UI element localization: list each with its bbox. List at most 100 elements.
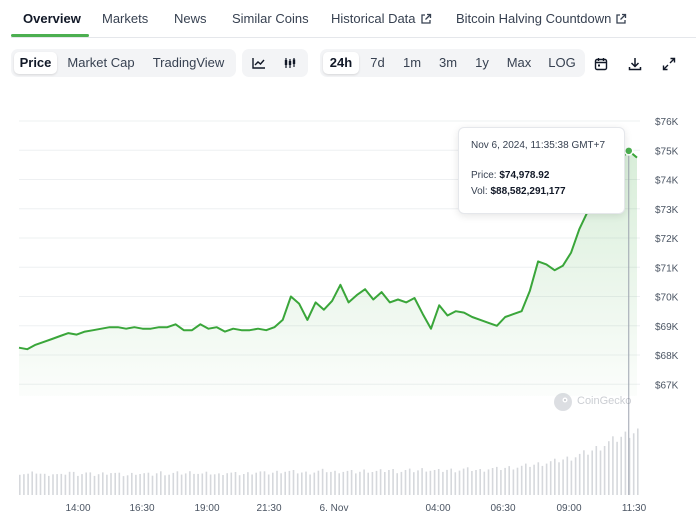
tab-bitcoin-halving-countdown[interactable]: Bitcoin Halving Countdown bbox=[456, 0, 627, 36]
tab-bitcoin-halving-countdown-label: Bitcoin Halving Countdown bbox=[456, 11, 612, 26]
volume-bar bbox=[68, 471, 71, 495]
tooltip-price-label: Price: bbox=[471, 170, 497, 181]
volume-bar bbox=[454, 472, 457, 495]
candlestick-chart-button[interactable] bbox=[276, 52, 304, 74]
volume-bar bbox=[549, 461, 552, 495]
range-7d[interactable]: 7d bbox=[370, 55, 385, 70]
tab-overview[interactable]: Overview bbox=[23, 0, 81, 36]
volume-bar bbox=[97, 474, 100, 495]
tradingview-toggle[interactable]: TradingView bbox=[152, 55, 225, 70]
volume-bar bbox=[209, 474, 212, 495]
hover-point bbox=[624, 146, 634, 156]
volume-bar bbox=[624, 431, 627, 495]
watermark-text: CoinGecko bbox=[577, 395, 632, 407]
volume-bar bbox=[628, 437, 631, 495]
tab-news[interactable]: News bbox=[174, 0, 207, 36]
volume-bar bbox=[201, 473, 204, 495]
metric-toggle-group: Price Market Cap TradingView bbox=[11, 49, 236, 77]
range-1m[interactable]: 1m bbox=[402, 55, 422, 70]
volume-bar bbox=[433, 470, 436, 495]
volume-bar bbox=[27, 473, 29, 495]
volume-bar bbox=[330, 471, 332, 495]
volume-bar bbox=[135, 474, 137, 495]
volume-bar bbox=[400, 471, 403, 495]
volume-bar bbox=[462, 468, 465, 495]
volume-bar bbox=[43, 473, 46, 495]
fullscreen-button[interactable] bbox=[658, 53, 680, 75]
x-tick-label: 09:00 bbox=[556, 503, 581, 514]
volume-bar bbox=[350, 470, 353, 495]
volume-bar bbox=[85, 472, 87, 495]
volume-bar bbox=[52, 474, 54, 495]
volume-bar bbox=[525, 463, 527, 495]
y-tick-label: $73K bbox=[655, 205, 679, 216]
range-24h[interactable]: 24h bbox=[323, 52, 359, 74]
volume-bar bbox=[160, 471, 162, 495]
volume-bar bbox=[151, 475, 154, 495]
volume-bar bbox=[122, 476, 125, 495]
y-tick-label: $71K bbox=[655, 263, 679, 274]
volume-bar bbox=[197, 473, 199, 495]
volume-bar bbox=[31, 471, 33, 495]
price-chart[interactable]: $67K $68K $69K $70K $71K $72K $73K $74K $75K $76K… bbox=[0, 100, 696, 525]
range-1y[interactable]: 1y bbox=[475, 55, 489, 70]
range-3m[interactable]: 3m bbox=[438, 55, 458, 70]
volume-bar bbox=[458, 470, 461, 495]
tooltip-date: Nov 6, 2024, 11:35:38 GMT+7 bbox=[471, 140, 606, 151]
volume-bar bbox=[118, 472, 121, 495]
volume-bar bbox=[143, 473, 145, 495]
y-tick-label: $69K bbox=[655, 322, 679, 333]
x-axis-labels: 14:00 16:30 19:00 21:30 6. Nov 04:00 06:30 09:0… bbox=[65, 503, 646, 514]
line-chart-button[interactable] bbox=[245, 52, 273, 74]
volume-bar bbox=[417, 470, 419, 495]
tab-bar: Overview Markets News Similar Coins Hist… bbox=[0, 0, 696, 38]
volume-bar bbox=[491, 468, 494, 495]
volume-bar bbox=[545, 463, 548, 495]
download-button[interactable] bbox=[624, 53, 646, 75]
volume-bar bbox=[89, 472, 92, 495]
volume-bar bbox=[367, 472, 369, 495]
volume-bar bbox=[313, 472, 316, 495]
volume-bar bbox=[384, 472, 386, 495]
volume-bar bbox=[193, 473, 195, 495]
volume-bar bbox=[280, 473, 282, 495]
log-scale-toggle[interactable]: LOG bbox=[548, 55, 576, 70]
tab-similar-coins[interactable]: Similar Coins bbox=[232, 0, 309, 36]
x-tick-label: 06:30 bbox=[490, 503, 515, 514]
tooltip-price-row: Price: $74,978.92 bbox=[471, 170, 549, 181]
volume-bar bbox=[500, 470, 502, 495]
volume-bar bbox=[56, 474, 58, 495]
volume-bar bbox=[371, 472, 374, 495]
volume-bar bbox=[408, 468, 411, 495]
volume-bar bbox=[437, 469, 440, 495]
volume-bar bbox=[296, 473, 299, 495]
volume-bar bbox=[338, 473, 340, 495]
market-cap-toggle[interactable]: Market Cap bbox=[67, 55, 135, 70]
volume-bar bbox=[558, 462, 560, 495]
volume-bar bbox=[608, 441, 610, 495]
volume-bar bbox=[475, 470, 477, 495]
volume-bar bbox=[139, 474, 141, 495]
volume-bar bbox=[396, 473, 398, 495]
volume-bar bbox=[110, 473, 112, 495]
tab-historical-data[interactable]: Historical Data bbox=[331, 0, 432, 36]
volume-bar bbox=[587, 454, 589, 495]
volume-bar bbox=[147, 472, 150, 495]
volume-bar bbox=[189, 471, 191, 495]
volume-bar bbox=[305, 471, 307, 495]
volume-bar bbox=[77, 475, 79, 495]
volume-bar bbox=[516, 467, 519, 495]
x-tick-label: 16:30 bbox=[129, 503, 154, 514]
coingecko-logo-icon bbox=[554, 393, 572, 411]
volume-bar bbox=[346, 470, 349, 495]
active-tab-indicator bbox=[11, 34, 89, 37]
volume-bar bbox=[172, 472, 175, 495]
price-toggle[interactable]: Price bbox=[14, 52, 57, 74]
range-max[interactable]: Max bbox=[506, 55, 532, 70]
tab-markets[interactable]: Markets bbox=[102, 0, 148, 36]
calendar-button[interactable] bbox=[590, 53, 612, 75]
volume-bar bbox=[176, 471, 179, 495]
volume-bar bbox=[508, 466, 510, 495]
volume-bar bbox=[466, 467, 469, 495]
volume-bar bbox=[612, 436, 614, 495]
